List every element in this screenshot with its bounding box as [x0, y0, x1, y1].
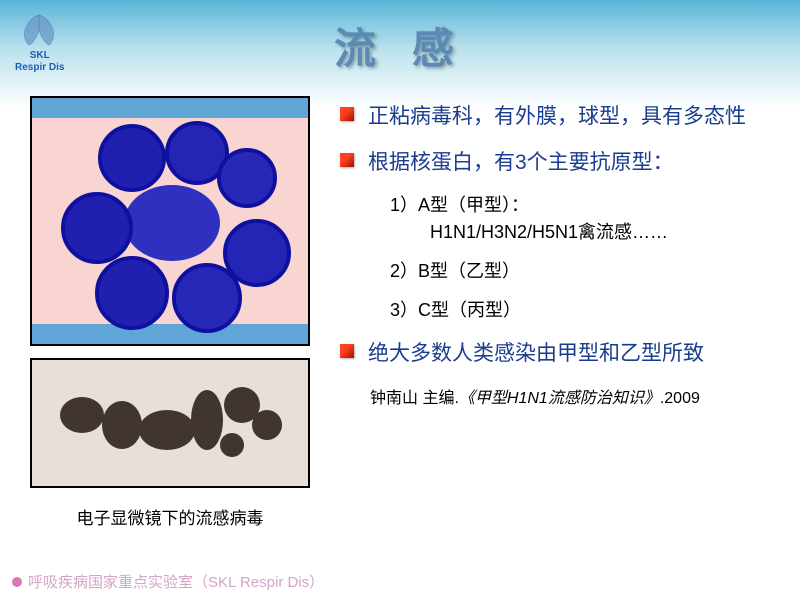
right-column: 正粘病毒科，有外膜，球型，具有多态性 根据核蛋白，有3个主要抗原型： 1）A型（… [340, 96, 770, 529]
sub-item: 3）C型（丙型） [390, 297, 770, 324]
logo-line1: SKL [15, 50, 64, 62]
microscope-image-1 [30, 96, 310, 346]
logo-line2: Respir Dis [15, 62, 64, 74]
bullet-text: 正粘病毒科，有外膜，球型，具有多态性 [368, 101, 746, 133]
page-title: 流 感 [0, 0, 800, 76]
bullet-icon [340, 344, 354, 358]
bullet-icon [340, 107, 354, 121]
bullet-icon [340, 153, 354, 167]
footer-dot-icon [12, 577, 22, 587]
sub-item: 1）A型（甲型）： H1N1/H3N2/H5N1禽流感…… [390, 192, 770, 246]
left-column: 电子显微镜下的流感病毒 [30, 96, 310, 529]
footer-text: 呼吸疾病国家重点实验室（SKL Respir Dis） [28, 571, 324, 592]
footer: 呼吸疾病国家重点实验室（SKL Respir Dis） [12, 571, 324, 592]
image-caption: 电子显微镜下的流感病毒 [30, 504, 310, 529]
sub-list: 1）A型（甲型）： H1N1/H3N2/H5N1禽流感…… 2）B型（乙型） 3… [390, 192, 770, 324]
logo: SKL Respir Dis [15, 10, 64, 74]
bullet-item: 根据核蛋白，有3个主要抗原型： [340, 147, 770, 179]
bullet-item: 正粘病毒科，有外膜，球型，具有多态性 [340, 101, 770, 133]
bullet-text: 根据核蛋白，有3个主要抗原型： [368, 147, 674, 179]
microscope-image-2 [30, 358, 310, 488]
citation: 钟南山 主编.《甲型H1N1流感防治知识》.2009 [370, 384, 770, 408]
sub-item: 2）B型（乙型） [390, 258, 770, 285]
bullet-text: 绝大多数人类感染由甲型和乙型所致 [368, 338, 704, 370]
content-area: 电子显微镜下的流感病毒 正粘病毒科，有外膜，球型，具有多态性 根据核蛋白，有3个… [0, 76, 800, 529]
bullet-item: 绝大多数人类感染由甲型和乙型所致 [340, 338, 770, 370]
